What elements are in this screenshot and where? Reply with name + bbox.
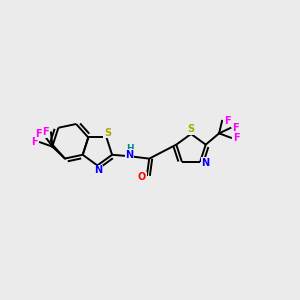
Text: S: S	[188, 124, 195, 134]
Text: F: F	[32, 137, 38, 147]
Text: N: N	[94, 165, 102, 175]
Text: S: S	[104, 128, 111, 138]
Text: F: F	[224, 116, 230, 126]
Text: F: F	[35, 129, 42, 139]
Text: H: H	[126, 144, 134, 153]
Text: F: F	[232, 123, 239, 133]
Text: O: O	[138, 172, 146, 182]
Text: F: F	[43, 128, 49, 137]
Text: N: N	[125, 150, 134, 160]
Text: F: F	[233, 133, 239, 143]
Text: N: N	[201, 158, 209, 167]
